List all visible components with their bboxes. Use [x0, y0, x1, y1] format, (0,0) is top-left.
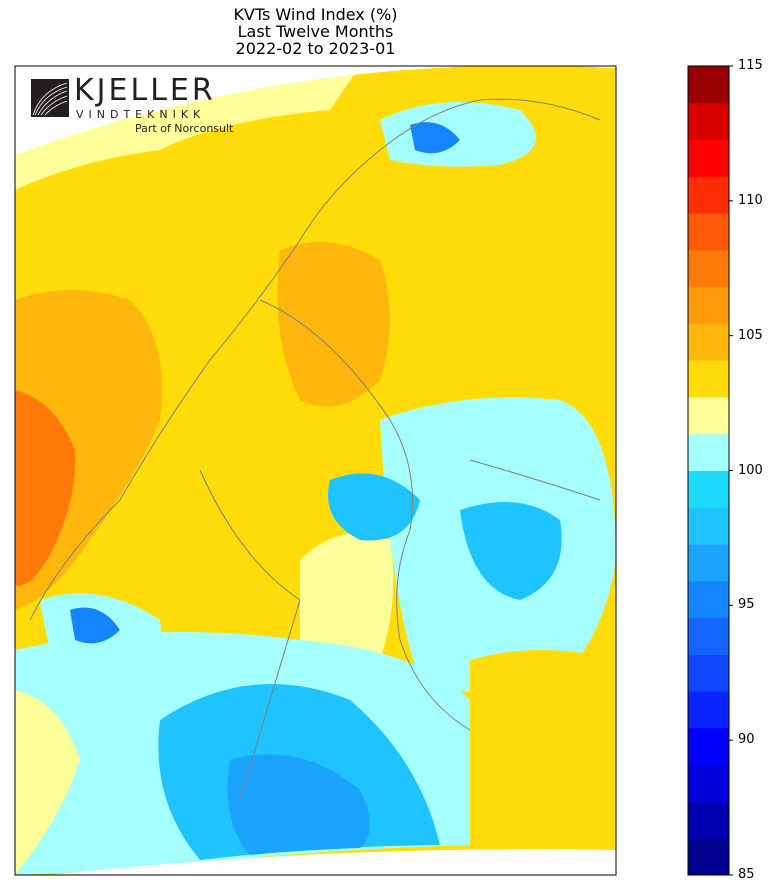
region-north-deep	[410, 122, 460, 154]
colorbar-segment	[688, 580, 729, 619]
region-finland-blue	[460, 502, 562, 600]
logo-tagline: Part of Norconsult	[135, 122, 234, 135]
colorbar-segment	[688, 727, 729, 766]
colorbar-tick-label: 95	[738, 597, 755, 613]
colorbar-segment	[688, 213, 729, 251]
colorbar-segment	[688, 360, 729, 398]
logo-name: KJELLER	[74, 73, 216, 108]
chart-title: KVTs Wind Index (%) Last Twelve Months 2…	[15, 6, 616, 57]
region-norway-orange	[277, 242, 390, 407]
colorbar-segment	[688, 249, 729, 288]
title-line-1: KVTs Wind Index (%)	[233, 5, 398, 24]
colorbar-tick-label: 90	[738, 732, 755, 748]
region-east-yellow	[470, 650, 616, 850]
kjeller-logo: KJELLER VINDTEKNIKK Part of Norconsult	[31, 73, 246, 139]
colorbar-segment	[688, 433, 729, 471]
logo-mark-icon	[31, 79, 69, 117]
coastline-outline	[29, 98, 601, 801]
colorbar-segment	[688, 396, 729, 435]
colorbar-segment	[688, 66, 729, 104]
logo-subtitle: VINDTEKNIKK	[76, 108, 206, 121]
region-atlantic-dark-orange	[15, 390, 76, 586]
colorbar-segment	[688, 286, 729, 324]
colorbar-segment	[688, 176, 729, 214]
region-southwest-yellow	[15, 690, 80, 875]
region-bothnia-yellow	[300, 533, 394, 663]
region-central-blue	[328, 473, 420, 541]
colorbar-segment	[688, 102, 729, 141]
colorbar-segment	[688, 764, 729, 802]
colorbar-tick-label: 100	[738, 462, 763, 478]
colorbar-segment	[688, 801, 729, 839]
colorbar-segment	[688, 323, 729, 361]
colorbar-segment	[688, 470, 729, 508]
colorbar-segment	[688, 617, 729, 655]
map-frame	[14, 65, 617, 876]
title-line-2: Last Twelve Months	[237, 22, 394, 41]
colorbar-segment	[688, 139, 729, 177]
title-line-3: 2022-02 to 2023-01	[235, 39, 396, 58]
domain-outside-south	[50, 849, 616, 875]
wind-index-map	[14, 65, 617, 876]
region-south-deep	[227, 754, 370, 855]
region-southnorway-cyan	[40, 593, 162, 740]
colorbar-tick-label: 110	[738, 192, 763, 208]
colorbar-tick-label: 105	[738, 327, 763, 343]
colorbar-segment	[688, 544, 729, 582]
colorbar-segment	[688, 507, 729, 545]
colorbar-segment	[688, 654, 729, 692]
colorbar-tick-label: 115	[738, 58, 763, 73]
colorbar-segment	[688, 838, 729, 876]
region-light-yellow-north	[15, 66, 360, 190]
colorbar-segment	[688, 691, 729, 729]
colorbar-tick-label: 85	[738, 867, 755, 882]
region-southnorway-blue	[70, 607, 120, 644]
domain-outside-north	[15, 66, 616, 155]
